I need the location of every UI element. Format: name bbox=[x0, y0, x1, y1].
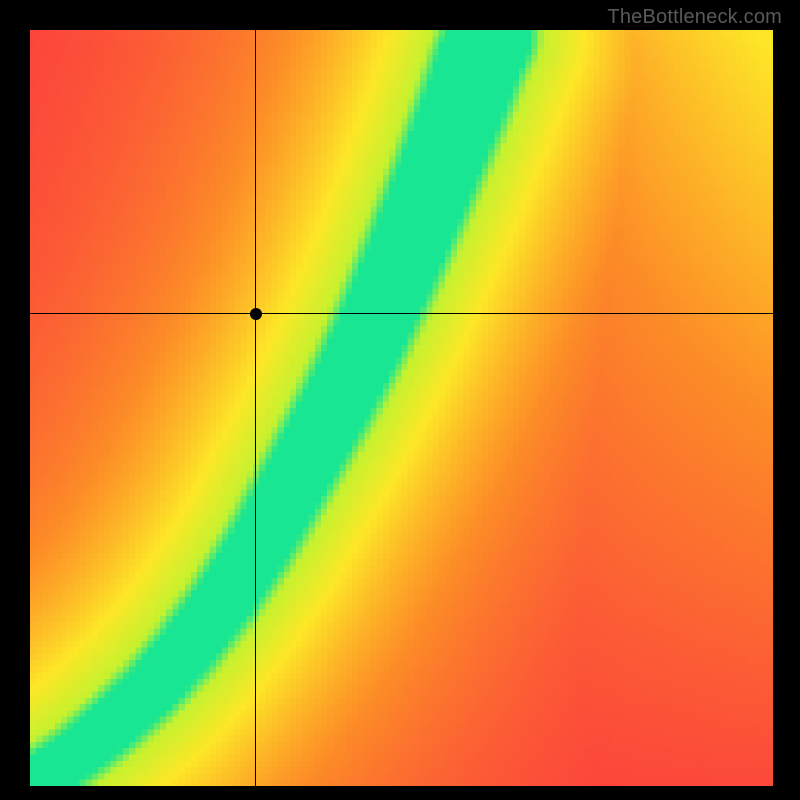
bottleneck-heatmap bbox=[30, 30, 773, 786]
chart-container: TheBottleneck.com bbox=[0, 0, 800, 800]
crosshair-vertical bbox=[255, 30, 256, 786]
selection-marker[interactable] bbox=[250, 308, 262, 320]
watermark-text: TheBottleneck.com bbox=[607, 6, 782, 29]
crosshair-horizontal bbox=[30, 313, 773, 314]
